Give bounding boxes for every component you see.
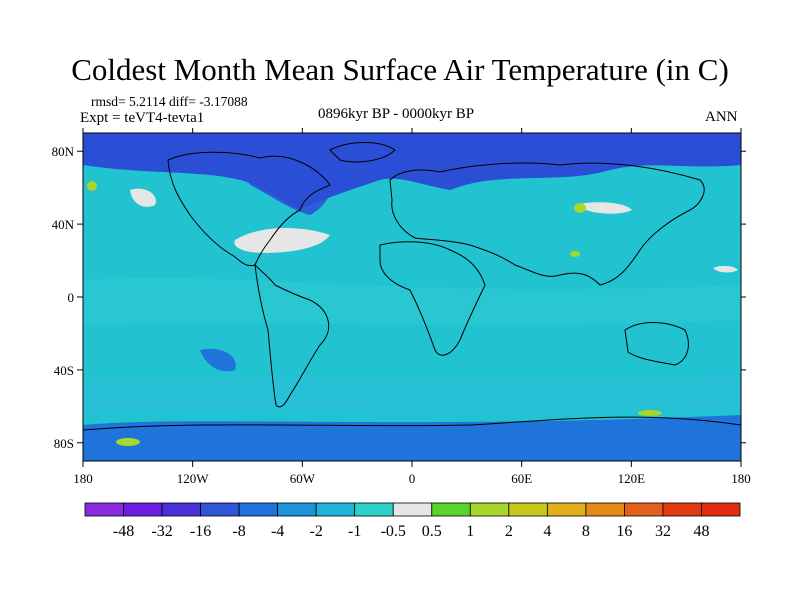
figure-title: Coldest Month Mean Surface Air Temperatu… — [71, 52, 729, 87]
colorbar-label: -48 — [113, 523, 134, 540]
colorbar-label: 0.5 — [422, 523, 442, 540]
x-tick-label: 180 — [731, 471, 751, 486]
colorbar-swatch — [277, 502, 317, 517]
colorbar-label: 4 — [543, 523, 551, 540]
y-tick-label: 40N — [52, 217, 75, 232]
colorbar-swatch — [238, 502, 279, 517]
colorbar-swatch — [662, 502, 702, 517]
y-tick-label: 40S — [54, 363, 74, 378]
x-tick-label: 120W — [177, 471, 210, 486]
colorbar-swatch — [431, 502, 471, 517]
colorbar-swatch — [508, 502, 548, 517]
x-tick-label: 120E — [618, 471, 646, 486]
season-label: ANN — [705, 109, 738, 125]
siberia-warm-patch — [574, 203, 586, 213]
colorbar-label: -8 — [232, 523, 245, 540]
tropical-band — [83, 277, 741, 325]
experiment-label: Expt = teVT4-tevta1 — [80, 110, 205, 126]
colorbar-swatch — [546, 502, 587, 517]
southern-ocean-band — [83, 375, 741, 414]
colorbar-label: -16 — [190, 523, 211, 540]
africa-coast — [379, 241, 486, 356]
antarctic-warm-patch — [116, 438, 140, 446]
ross-warm-patch — [638, 410, 662, 416]
x-tick-label: 60W — [290, 471, 316, 486]
antarctic-cold-anomaly — [83, 415, 741, 461]
colorbar-label: -1 — [348, 523, 361, 540]
colorbar-swatch — [392, 502, 433, 517]
colorbar-swatch — [585, 502, 625, 517]
rmsd-diff-text: rmsd= 5.2114 diff= -3.17088 — [91, 94, 248, 109]
colorbar-label: -2 — [310, 523, 323, 540]
colorbar-label: 32 — [655, 523, 671, 540]
y-axis: 80N 40N 0 40S 80S — [52, 144, 746, 451]
colorbar: -48 -32 -16 -8 -4 -2 -1 -0.5 0.5 1 2 4 8 16 32 48 — [84, 502, 741, 540]
coastlines — [83, 142, 741, 431]
pacific-cold-patch — [200, 348, 236, 372]
pacific-near-zero — [713, 265, 738, 273]
colorbar-label: -4 — [271, 523, 284, 540]
y-tick-label: 80N — [52, 144, 75, 159]
colorbar-label: 1 — [466, 523, 474, 540]
colorbar-swatch — [354, 502, 394, 517]
colorbar-swatch — [84, 502, 124, 517]
x-tick-label: 60E — [511, 471, 532, 486]
x-tick-label: 180 — [73, 471, 93, 486]
x-axis: 180 120W 60W 0 60E 120E 180 — [73, 128, 751, 486]
alaska-warm-patch — [87, 181, 97, 191]
australia-coast — [624, 322, 689, 366]
colorbar-label: 48 — [693, 523, 709, 540]
map-field — [83, 133, 741, 461]
colorbar-swatch — [315, 502, 356, 517]
colorbar-swatch — [200, 502, 240, 517]
greenland-coast — [329, 142, 396, 163]
colorbar-swatch — [701, 502, 741, 517]
north-america-coast — [167, 151, 331, 267]
colorbar-label: 8 — [582, 523, 590, 540]
siberia-near-zero — [575, 202, 632, 214]
x-tick-label: 0 — [409, 471, 416, 486]
colorbar-swatch — [161, 502, 201, 517]
eurasia-coast — [389, 162, 705, 286]
antarctica-coast — [83, 416, 741, 431]
colorbar-label: -32 — [151, 523, 172, 540]
colorbar-label: 2 — [505, 523, 513, 540]
period-label: 0896kyr BP - 0000kyr BP — [318, 106, 475, 122]
north-atlantic-near-zero — [234, 228, 330, 253]
alaska-near-zero — [130, 188, 156, 207]
colorbar-swatch — [469, 502, 510, 517]
colorbar-swatch — [123, 502, 163, 517]
colorbar-label: -0.5 — [381, 523, 406, 540]
y-tick-label: 0 — [68, 290, 75, 305]
tibet-warm-patch — [570, 251, 580, 257]
y-tick-label: 80S — [54, 436, 74, 451]
south-america-coast — [254, 263, 330, 408]
colorbar-swatch — [624, 502, 664, 517]
colorbar-label: 16 — [616, 523, 632, 540]
